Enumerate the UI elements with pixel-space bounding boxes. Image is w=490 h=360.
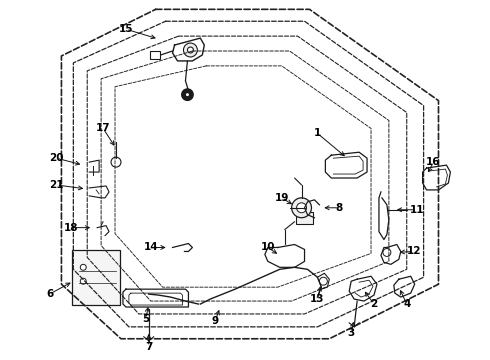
Circle shape [80, 264, 86, 270]
Text: 6: 6 [46, 289, 53, 299]
Circle shape [80, 278, 86, 284]
Text: 16: 16 [426, 157, 441, 167]
Text: 17: 17 [96, 123, 110, 134]
Bar [295, 212, 314, 224]
Text: 12: 12 [406, 247, 421, 256]
Text: 20: 20 [49, 153, 64, 163]
Text: 2: 2 [370, 299, 378, 309]
Text: 21: 21 [49, 180, 64, 190]
Text: 7: 7 [145, 342, 152, 352]
Text: 14: 14 [144, 243, 158, 252]
Circle shape [183, 43, 197, 57]
Text: 13: 13 [310, 294, 325, 304]
Text: 8: 8 [336, 203, 343, 213]
Bar [73, 250, 120, 305]
Text: 18: 18 [64, 222, 78, 233]
Circle shape [111, 157, 121, 167]
Text: 15: 15 [119, 24, 133, 34]
Bar [150, 51, 160, 59]
Text: 11: 11 [410, 205, 424, 215]
Circle shape [188, 47, 194, 53]
Circle shape [319, 277, 327, 285]
Text: 10: 10 [261, 243, 275, 252]
Circle shape [183, 91, 192, 99]
Text: 3: 3 [347, 328, 355, 338]
Text: 19: 19 [274, 193, 289, 203]
Text: 9: 9 [212, 316, 219, 326]
Text: 5: 5 [142, 314, 149, 324]
Text: 4: 4 [403, 299, 411, 309]
Circle shape [383, 248, 391, 256]
Text: 1: 1 [314, 129, 321, 138]
Circle shape [292, 198, 312, 218]
Circle shape [296, 203, 307, 213]
